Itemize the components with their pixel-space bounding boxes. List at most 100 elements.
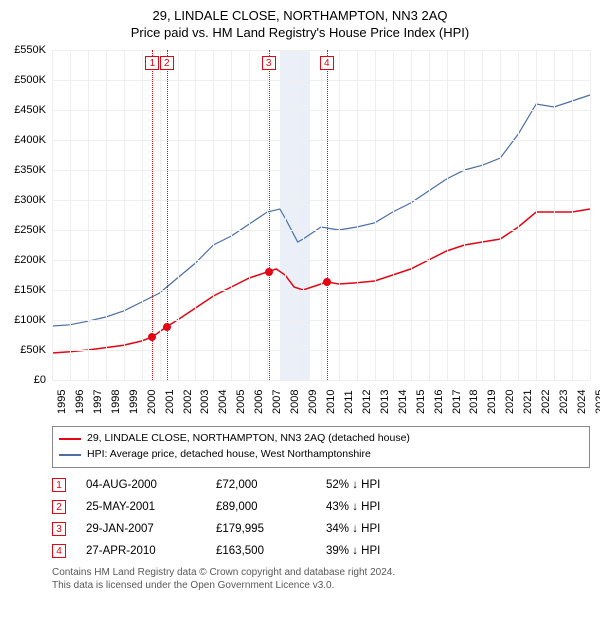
grid-line bbox=[231, 50, 232, 380]
sale-pct-vs-hpi: 39% ↓ HPI bbox=[326, 545, 426, 557]
grid-line bbox=[590, 50, 591, 380]
sale-date: 27-APR-2010 bbox=[86, 545, 196, 557]
sale-marker bbox=[265, 268, 273, 276]
sale-row: 4 27-APR-2010 £163,500 39% ↓ HPI bbox=[52, 544, 590, 558]
x-tick-label: 1996 bbox=[74, 390, 86, 414]
grid-line bbox=[482, 50, 483, 380]
x-tick-label: 2024 bbox=[576, 390, 588, 414]
grid-line bbox=[124, 50, 125, 380]
sale-index: 3 bbox=[52, 522, 66, 536]
x-tick-label: 1997 bbox=[92, 390, 104, 414]
legend-swatch bbox=[59, 438, 81, 440]
x-tick-label: 2005 bbox=[235, 390, 247, 414]
x-tick-label: 2021 bbox=[522, 390, 534, 414]
chart-subtitle: Price paid vs. HM Land Registry's House … bbox=[0, 25, 600, 40]
x-tick-label: 1999 bbox=[128, 390, 140, 414]
sale-row: 225-MAY-2001£89,00043% ↓ HPI bbox=[52, 500, 590, 514]
y-tick-label: £250K bbox=[14, 224, 46, 236]
sale-row: 329-JAN-2007£179,99534% ↓ HPI bbox=[52, 522, 590, 536]
grid-line bbox=[52, 50, 53, 380]
sale-date: 25-MAY-2001 bbox=[86, 501, 196, 513]
x-tick-label: 2002 bbox=[182, 390, 194, 414]
sales-table: 104-AUG-2000£72,00052% ↓ HPI 225-MAY-2001… bbox=[52, 478, 590, 558]
y-tick-label: £150K bbox=[14, 284, 46, 296]
footer-line: This data is licensed under the Open Gov… bbox=[52, 579, 590, 592]
x-tick-label: 2016 bbox=[433, 390, 445, 414]
grid-line bbox=[160, 50, 161, 380]
plot-area: £0£50K£100K£150K£200K£250K£300K£350K£400… bbox=[52, 50, 590, 380]
x-tick-label: 2014 bbox=[397, 390, 409, 414]
x-tick-label: 1995 bbox=[56, 390, 68, 414]
y-tick-label: £0 bbox=[34, 374, 46, 386]
grid-line bbox=[375, 50, 376, 380]
x-tick-label: 2012 bbox=[361, 390, 373, 414]
grid-line bbox=[321, 50, 322, 380]
x-tick-label: 2022 bbox=[540, 390, 552, 414]
x-tick-label: 2001 bbox=[164, 390, 176, 414]
sale-index: 4 bbox=[52, 544, 66, 558]
x-tick-label: 2013 bbox=[379, 390, 391, 414]
sale-date: 29-JAN-2007 bbox=[86, 523, 196, 535]
event-marker-box: 4 bbox=[320, 56, 334, 70]
y-tick-label: £50K bbox=[20, 344, 46, 356]
sale-marker bbox=[163, 323, 171, 331]
grid-line bbox=[393, 50, 394, 380]
chart-titles: 29, LINDALE CLOSE, NORTHAMPTON, NN3 2AQ … bbox=[0, 0, 600, 40]
x-tick-label: 2003 bbox=[199, 390, 211, 414]
sale-price: £179,995 bbox=[216, 523, 306, 535]
y-tick-label: £550K bbox=[14, 44, 46, 56]
grid-line bbox=[447, 50, 448, 380]
chart-container: 29, LINDALE CLOSE, NORTHAMPTON, NN3 2AQ … bbox=[0, 0, 600, 600]
grid-line bbox=[357, 50, 358, 380]
grid-line bbox=[106, 50, 107, 380]
grid-line bbox=[411, 50, 412, 380]
event-marker-line bbox=[152, 50, 153, 380]
grid-line bbox=[500, 50, 501, 380]
event-marker-box: 1 bbox=[145, 56, 159, 70]
legend-label: 29, LINDALE CLOSE, NORTHAMPTON, NN3 2AQ … bbox=[87, 431, 410, 447]
footer: Contains HM Land Registry data © Crown c… bbox=[52, 566, 590, 600]
x-tick-label: 2025 bbox=[594, 390, 600, 414]
grid-line bbox=[178, 50, 179, 380]
sale-marker bbox=[323, 278, 331, 286]
x-tick-label: 2011 bbox=[343, 390, 355, 414]
sale-row: 104-AUG-2000£72,00052% ↓ HPI bbox=[52, 478, 590, 492]
x-tick-label: 2004 bbox=[217, 390, 229, 414]
grid-line bbox=[429, 50, 430, 380]
x-tick-label: 2019 bbox=[486, 390, 498, 414]
y-tick-label: £350K bbox=[14, 164, 46, 176]
legend-item: 29, LINDALE CLOSE, NORTHAMPTON, NN3 2AQ … bbox=[59, 431, 583, 447]
legend-swatch bbox=[59, 454, 81, 456]
x-tick-label: 2020 bbox=[504, 390, 516, 414]
y-tick-label: £450K bbox=[14, 104, 46, 116]
x-tick-label: 2006 bbox=[253, 390, 265, 414]
x-axis-labels: 1995199619971998199920002001200220032004… bbox=[52, 384, 590, 420]
sale-price: £72,000 bbox=[216, 479, 306, 491]
grid-line bbox=[554, 50, 555, 380]
x-tick-label: 2009 bbox=[307, 390, 319, 414]
x-tick-label: 2015 bbox=[415, 390, 427, 414]
sale-price: £163,500 bbox=[216, 545, 306, 557]
x-tick-label: 2023 bbox=[558, 390, 570, 414]
grid-line bbox=[285, 50, 286, 380]
grid-line bbox=[249, 50, 250, 380]
grid-line bbox=[536, 50, 537, 380]
x-tick-label: 2018 bbox=[468, 390, 480, 414]
event-marker-box: 3 bbox=[262, 56, 276, 70]
x-tick-label: 2010 bbox=[325, 390, 337, 414]
x-tick-label: 2007 bbox=[271, 390, 283, 414]
legend: 29, LINDALE CLOSE, NORTHAMPTON, NN3 2AQ … bbox=[52, 426, 590, 468]
x-tick-label: 2000 bbox=[146, 390, 158, 414]
grid-line bbox=[303, 50, 304, 380]
grid-line bbox=[339, 50, 340, 380]
y-tick-label: £400K bbox=[14, 134, 46, 146]
y-tick-label: £100K bbox=[14, 314, 46, 326]
grid-line bbox=[518, 50, 519, 380]
event-marker-box: 2 bbox=[160, 56, 174, 70]
y-tick-label: £300K bbox=[14, 194, 46, 206]
legend-label: HPI: Average price, detached house, West… bbox=[87, 447, 371, 463]
grid-line bbox=[572, 50, 573, 380]
grid-line bbox=[88, 50, 89, 380]
sale-marker bbox=[148, 333, 156, 341]
grid-line bbox=[195, 50, 196, 380]
